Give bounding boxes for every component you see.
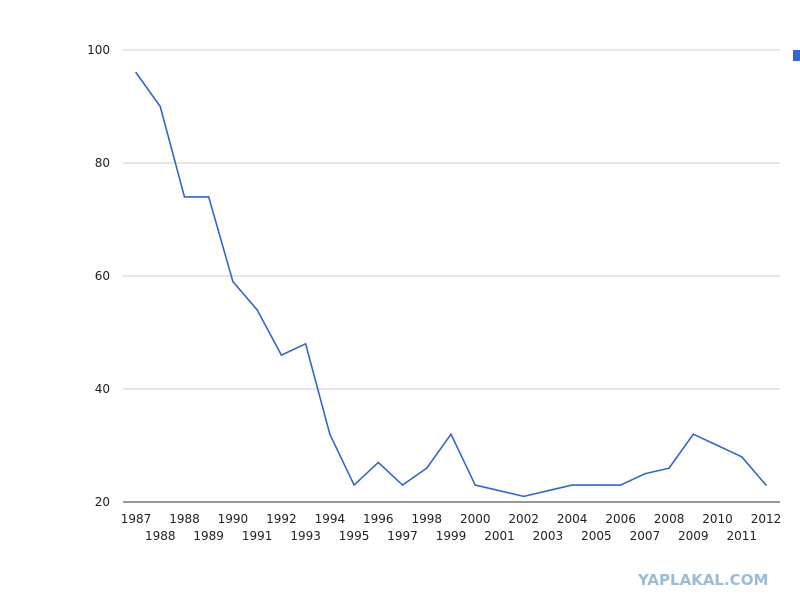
data-point: [571, 484, 573, 486]
x-tick-label: 1993: [290, 529, 321, 543]
data-point: [619, 484, 622, 486]
data-point: [135, 71, 137, 74]
data-point: [159, 105, 162, 108]
watermark: YAPLAKAL.COM: [638, 571, 769, 589]
data-point: [522, 495, 525, 498]
data-point: [668, 467, 670, 469]
data-point: [256, 309, 258, 311]
data-point: [450, 433, 452, 436]
x-tick-label: 2011: [726, 529, 757, 543]
x-tick-label: 2006: [605, 512, 636, 526]
x-tick-label: 1997: [387, 529, 418, 543]
data-point: [498, 489, 501, 492]
data-point: [329, 433, 331, 436]
data-point: [207, 196, 210, 198]
data-point: [401, 484, 404, 486]
y-tick-label: 60: [95, 269, 110, 283]
x-tick-label: 1998: [411, 512, 442, 526]
y-tick-label: 80: [95, 156, 110, 170]
x-tick-label: 1996: [363, 512, 394, 526]
y-tick-label: 100: [87, 43, 110, 57]
x-tick-label: 2012: [751, 512, 782, 526]
data-point: [692, 433, 695, 436]
x-tick-label: 2009: [678, 529, 709, 543]
x-tick-label: 1989: [193, 529, 224, 543]
data-point: [304, 343, 307, 345]
x-tick-label: 1988: [169, 512, 200, 526]
x-tick-label: 2010: [702, 512, 733, 526]
data-point: [353, 484, 355, 486]
x-tick-label: 1991: [242, 529, 273, 543]
y-tick-label: 40: [95, 382, 110, 396]
data-point: [765, 484, 767, 486]
data-point: [232, 280, 234, 283]
data-point: [644, 472, 646, 475]
x-tick-label: 1992: [266, 512, 297, 526]
x-tick-label: 2001: [484, 529, 515, 543]
data-point: [280, 354, 283, 356]
data-point: [183, 196, 186, 198]
x-tick-label: 1990: [218, 512, 249, 526]
data-point: [716, 444, 719, 447]
x-tick-label: 1999: [436, 529, 467, 543]
x-tick-label: 1988: [145, 529, 176, 543]
x-tick-label: 1987: [121, 512, 152, 526]
data-point: [740, 456, 743, 458]
legend-marker: [793, 50, 800, 61]
x-tick-label: 2002: [508, 512, 539, 526]
x-tick-label: 2005: [581, 529, 612, 543]
x-tick-label: 2008: [654, 512, 685, 526]
data-point: [547, 489, 549, 492]
x-tick-label: 2004: [557, 512, 588, 526]
x-tick-label: 1995: [339, 529, 370, 543]
data-point: [595, 484, 598, 486]
data-point: [474, 484, 477, 486]
data-point: [425, 467, 428, 469]
y-tick-label: 20: [95, 495, 110, 509]
data-point: [377, 461, 380, 464]
x-tick-label: 1994: [315, 512, 346, 526]
x-tick-label: 2007: [630, 529, 661, 543]
series-line: [135, 72, 767, 498]
x-tick-label: 2000: [460, 512, 491, 526]
x-tick-label: 2003: [533, 529, 564, 543]
